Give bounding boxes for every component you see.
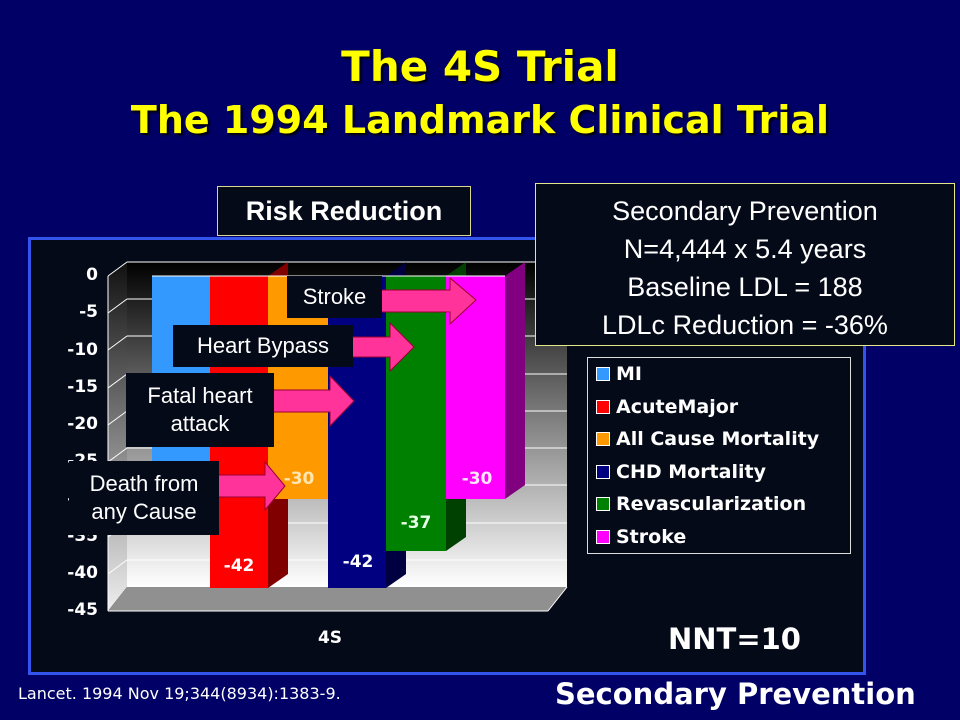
x-category-label: 4S xyxy=(317,628,343,648)
info-line: Baseline LDL = 188 xyxy=(627,272,863,302)
y-tick: -15 xyxy=(67,377,98,397)
legend-item-stroke: Stroke xyxy=(588,521,850,554)
callout-fatal-heart-attack: Fatal heart attack xyxy=(126,373,274,447)
y-tick: -45 xyxy=(67,600,98,620)
y-tick: -10 xyxy=(67,340,98,360)
legend-item-revasc: Revascularization xyxy=(588,488,850,521)
y-tick: -40 xyxy=(67,563,98,583)
slide-title: The 4S Trial xyxy=(341,42,619,91)
legend-item-chd: CHD Mortality xyxy=(588,456,850,489)
callout-stroke: Stroke xyxy=(287,276,382,318)
legend-item-acutemajor: AcuteMajor xyxy=(588,391,850,424)
swatch-icon xyxy=(596,464,610,479)
info-line: LDLc Reduction = -36% xyxy=(602,310,888,340)
bar-value-chd-mortality: -42 xyxy=(342,552,374,572)
info-line: Secondary Prevention xyxy=(612,196,878,226)
bar-value-acutemajor: -42 xyxy=(223,556,255,576)
risk-reduction-label: Risk Reduction xyxy=(217,186,471,236)
bar-value-all-cause-mortality: -30 xyxy=(283,469,315,489)
legend-item-all-cause: All Cause Mortality xyxy=(588,423,850,456)
y-tick: -5 xyxy=(79,302,98,322)
swatch-icon xyxy=(596,529,610,544)
swatch-icon xyxy=(596,497,610,512)
swatch-icon xyxy=(596,367,610,382)
y-tick: -20 xyxy=(67,414,98,434)
callout-death-any-cause: Death from any Cause xyxy=(69,461,219,535)
citation: Lancet. 1994 Nov 19;344(8934):1383-9. xyxy=(18,684,341,703)
callout-heart-bypass: Heart Bypass xyxy=(173,325,353,367)
bar-value-stroke: -30 xyxy=(461,469,493,489)
slide-subtitle: The 1994 Landmark Clinical Trial xyxy=(130,98,830,142)
bar-value-revascularization: -37 xyxy=(400,513,432,533)
footer-label: Secondary Prevention xyxy=(555,677,916,711)
legend-item-mi: MI xyxy=(588,358,850,391)
chart-legend: MI AcuteMajor All Cause Mortality CHD Mo… xyxy=(587,357,851,554)
swatch-icon xyxy=(596,432,610,447)
info-box: Secondary Prevention N=4,444 x 5.4 years… xyxy=(535,183,955,346)
nnt-label: NNT=10 xyxy=(668,622,801,656)
swatch-icon xyxy=(596,399,610,414)
info-line: N=4,444 x 5.4 years xyxy=(623,234,867,264)
y-tick: 0 xyxy=(86,265,98,285)
